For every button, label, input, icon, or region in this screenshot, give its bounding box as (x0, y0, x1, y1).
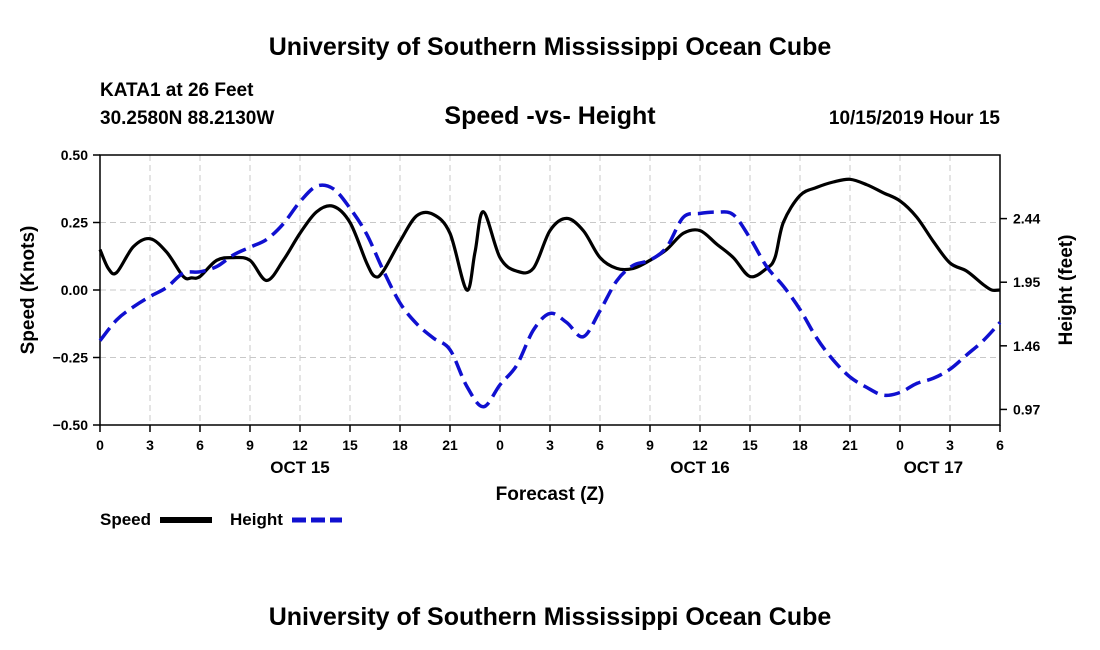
x-tick-label: 18 (792, 437, 808, 453)
date-label: OCT 17 (904, 458, 964, 477)
x-tick-label: 6 (996, 437, 1004, 453)
y-tick-label-right: 1.46 (1013, 338, 1040, 354)
x-tick-label: 18 (392, 437, 408, 453)
x-tick-label: 21 (842, 437, 858, 453)
timestamp-label: 10/15/2019 Hour 15 (829, 108, 1001, 129)
x-tick-label: 12 (692, 437, 708, 453)
legend-height-label: Height (230, 510, 283, 529)
y-tick-label-right: 1.95 (1013, 274, 1040, 290)
x-tick-label: 21 (442, 437, 458, 453)
footer-title: University of Southern Mississippi Ocean… (269, 603, 832, 631)
y-tick-label-left: 0.50 (61, 147, 88, 163)
station-label: KATA1 at 26 Feet (100, 80, 254, 101)
x-tick-label: 3 (946, 437, 954, 453)
x-tick-label: 0 (896, 437, 904, 453)
x-tick-label: 15 (742, 437, 758, 453)
x-tick-label: 15 (342, 437, 358, 453)
x-tick-label: 0 (96, 437, 104, 453)
location-label: 30.2580N 88.2130W (100, 108, 274, 129)
x-tick-label: 0 (496, 437, 504, 453)
x-tick-label: 9 (646, 437, 654, 453)
x-axis-label: Forecast (Z) (496, 484, 605, 505)
series-line-speed (98, 177, 1001, 292)
y-tick-label-left: −0.50 (53, 417, 89, 433)
y-axis-label-left: Speed (Knots) (18, 226, 39, 355)
x-tick-label: 9 (246, 437, 254, 453)
series-layer (98, 177, 1002, 409)
y-tick-label-left: −0.25 (53, 350, 89, 366)
legend: Speed Height (100, 510, 342, 529)
x-tick-label: 6 (596, 437, 604, 453)
axes: 0 3 6 9 12 15 18 21 0 3 6 9 12 15 18 21 0 3 6 OCT 15 OCT 16 O… (53, 147, 1041, 477)
date-label: OCT 16 (670, 458, 730, 477)
x-tick-label: 3 (546, 437, 554, 453)
legend-speed-label: Speed (100, 510, 151, 529)
x-tick-label: 6 (196, 437, 204, 453)
chart-title: University of Southern Mississippi Ocean… (269, 33, 832, 61)
grid (100, 155, 1000, 425)
y-axis-label-right: Height (feet) (1056, 235, 1077, 346)
y-tick-label-right: 2.44 (1013, 211, 1040, 227)
y-tick-label-left: 0.00 (61, 282, 88, 298)
date-label: OCT 15 (270, 458, 330, 477)
series-line-height (98, 183, 1002, 409)
x-tick-label: 12 (292, 437, 308, 453)
y-tick-label-left: 0.25 (61, 215, 88, 231)
y-tick-label-right: 0.97 (1013, 401, 1040, 417)
chart-subtitle: Speed -vs- Height (444, 102, 656, 130)
x-tick-label: 3 (146, 437, 154, 453)
